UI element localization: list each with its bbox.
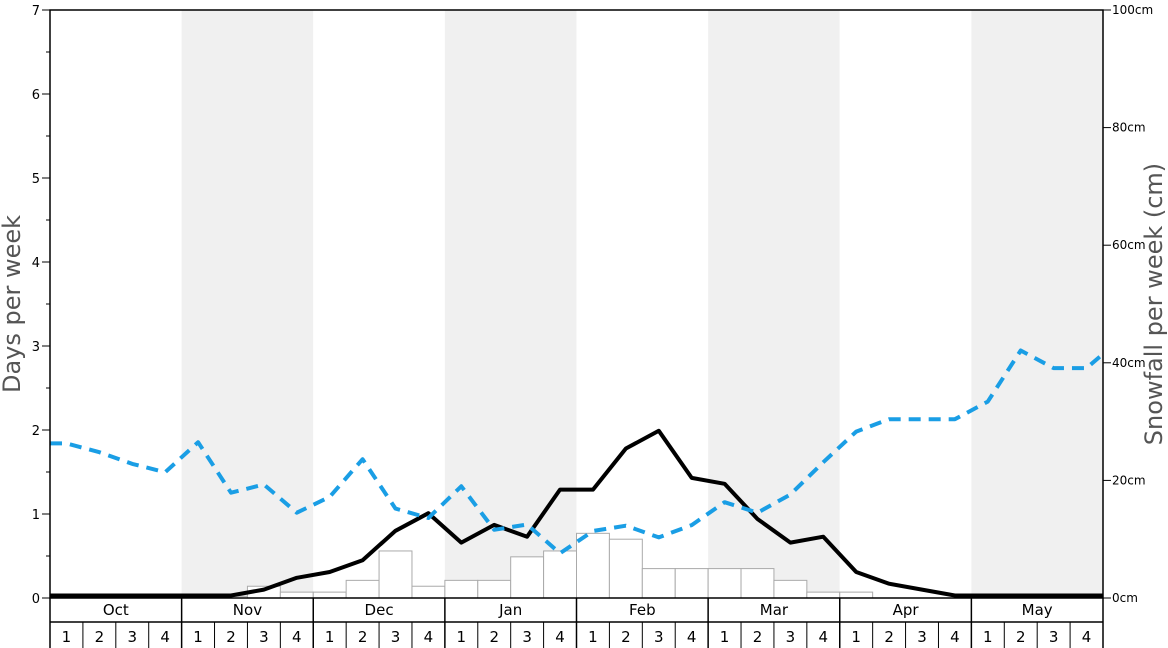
snowfall-bar — [378, 550, 413, 599]
week-label: 1 — [720, 628, 730, 646]
week-label: 3 — [391, 628, 401, 646]
right-tick-label: 100cm — [1112, 3, 1153, 17]
week-label: 3 — [1049, 628, 1059, 646]
week-label: 1 — [983, 628, 993, 646]
snowfall-bar — [444, 579, 479, 599]
left-tick-label: 2 — [32, 424, 40, 439]
month-background-bands — [50, 10, 1103, 598]
month-label: Oct — [103, 601, 129, 619]
month-band — [444, 10, 577, 598]
snowfall-bar — [345, 579, 380, 599]
week-label: 3 — [127, 628, 137, 646]
week-label: 4 — [1082, 628, 1092, 646]
week-label: 2 — [226, 628, 236, 646]
month-label: Nov — [233, 601, 262, 619]
left-axis: 0 1 2 3 4 5 6 7 — [32, 4, 50, 607]
week-label: 4 — [950, 628, 960, 646]
right-axis: 0cm 20cm 40cm 60cm 80cm 100cm — [1103, 3, 1153, 605]
month-band — [576, 10, 709, 598]
week-label: 1 — [588, 628, 598, 646]
left-tick-label: 5 — [32, 172, 40, 187]
snowfall-bar — [608, 538, 643, 599]
week-label: 1 — [193, 628, 203, 646]
month-label: Jan — [498, 601, 522, 619]
week-label: 2 — [489, 628, 499, 646]
snowfall-bar — [641, 568, 676, 599]
right-tick-label: 40cm — [1112, 356, 1146, 370]
week-label: 4 — [819, 628, 829, 646]
right-tick-label: 0cm — [1112, 591, 1138, 605]
week-label: 3 — [786, 628, 796, 646]
month-label: May — [1022, 601, 1053, 619]
left-tick-label: 3 — [32, 340, 40, 355]
week-label: 2 — [753, 628, 763, 646]
week-label: 3 — [522, 628, 532, 646]
snowfall-bars — [214, 532, 874, 599]
week-label: 2 — [621, 628, 631, 646]
x-axis: Oct 1 2 3 4 Nov 1 2 3 4 Dec 1 2 3 4 Jan 1 2 3 4 Feb 1 2 3 4 Mar 1 2… — [49, 598, 1104, 648]
week-label: 2 — [1016, 628, 1026, 646]
left-tick-label: 6 — [32, 88, 40, 103]
week-label: 4 — [292, 628, 302, 646]
right-tick-label: 60cm — [1112, 238, 1146, 252]
right-tick-label: 80cm — [1112, 121, 1146, 135]
days-line — [50, 428, 1103, 598]
week-label: 1 — [325, 628, 335, 646]
week-label: 1 — [457, 628, 467, 646]
left-tick-label: 7 — [32, 4, 40, 19]
month-band — [839, 10, 972, 598]
month-band — [181, 10, 314, 598]
left-tick-label: 1 — [32, 508, 40, 523]
snowfall-bar — [477, 579, 512, 599]
week-label: 4 — [424, 628, 434, 646]
month-label: Apr — [893, 601, 920, 619]
snowfall-bar — [674, 568, 709, 599]
week-label: 4 — [687, 628, 697, 646]
week-label: 1 — [851, 628, 861, 646]
month-label: Dec — [365, 601, 394, 619]
week-label: 3 — [654, 628, 664, 646]
left-tick-label: 0 — [32, 592, 40, 607]
snowfall-bar — [543, 550, 577, 599]
month-band — [50, 10, 182, 598]
week-label: 3 — [917, 628, 927, 646]
month-band — [708, 10, 840, 598]
snowfall-bar — [279, 591, 314, 599]
snowfall-bar — [773, 579, 808, 599]
month-band — [971, 10, 1103, 598]
snowfall-dashed-line — [50, 348, 1105, 556]
snowfall-bar — [411, 585, 446, 599]
series-lines — [50, 348, 1105, 598]
month-label: Feb — [629, 601, 656, 619]
week-label: 4 — [555, 628, 565, 646]
snowfall-bar — [839, 591, 874, 599]
month-band — [313, 10, 445, 598]
snowfall-bar — [312, 591, 347, 599]
week-label: 1 — [62, 628, 72, 646]
week-label: 4 — [160, 628, 170, 646]
week-label: 2 — [95, 628, 105, 646]
snowfall-bar — [707, 568, 742, 599]
month-label: Mar — [760, 601, 789, 619]
right-axis-title: Snowfall per week (cm) — [1140, 163, 1168, 445]
week-label: 2 — [358, 628, 368, 646]
snowfall-bar — [740, 568, 775, 599]
snowfall-bar — [510, 556, 545, 599]
left-tick-label: 4 — [32, 256, 40, 271]
snowfall-bar — [576, 532, 610, 599]
left-axis-title: Days per week — [0, 215, 26, 393]
right-tick-label: 20cm — [1112, 473, 1146, 487]
week-label: 3 — [259, 628, 269, 646]
week-label: 2 — [884, 628, 894, 646]
snowfall-bar — [806, 591, 841, 599]
